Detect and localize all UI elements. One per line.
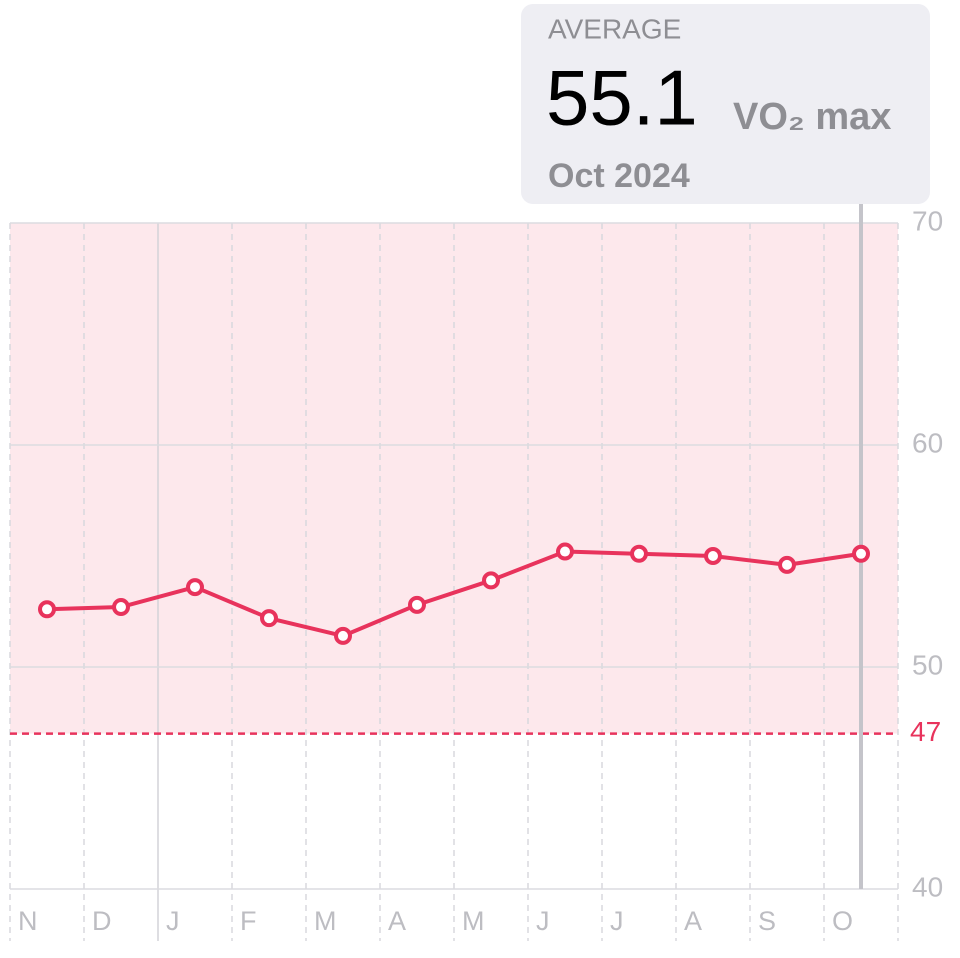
x-tick-label: J (536, 906, 550, 936)
x-tick-label: S (758, 906, 776, 936)
tooltip-value: 55.1 (546, 54, 698, 142)
tooltip-label: AVERAGE (548, 13, 681, 44)
data-point (852, 544, 870, 563)
y-tick-label: 50 (912, 649, 943, 680)
data-point (38, 600, 56, 619)
x-tick-label: D (92, 906, 112, 936)
y-tick-label: 60 (912, 427, 943, 458)
tooltip-date: Oct 2024 (548, 157, 690, 195)
x-tick-label: N (18, 906, 38, 936)
data-point (556, 542, 574, 561)
x-tick-label: M (462, 906, 485, 936)
x-tick-label: A (684, 906, 702, 936)
tooltip-unit: VO₂ max (733, 96, 891, 138)
data-point (260, 609, 278, 628)
threshold-label: 47 (910, 716, 941, 747)
data-point (186, 578, 204, 597)
series-line (46, 549, 862, 638)
data-point (334, 626, 352, 645)
x-tick-label: M (314, 906, 337, 936)
data-point (408, 595, 426, 614)
x-tick-label: O (832, 906, 853, 936)
tooltip-box (521, 4, 930, 204)
x-tick-label: J (610, 906, 624, 936)
data-point (630, 544, 648, 563)
x-tick-label: F (240, 906, 257, 936)
x-tick-label: J (166, 906, 180, 936)
y-tick-label: 40 (912, 871, 943, 902)
data-point (778, 555, 796, 574)
data-point (112, 598, 130, 617)
data-point (482, 571, 500, 590)
y-tick-label: 70 (912, 205, 943, 236)
x-tick-label: A (388, 906, 406, 936)
data-point (704, 547, 722, 565)
